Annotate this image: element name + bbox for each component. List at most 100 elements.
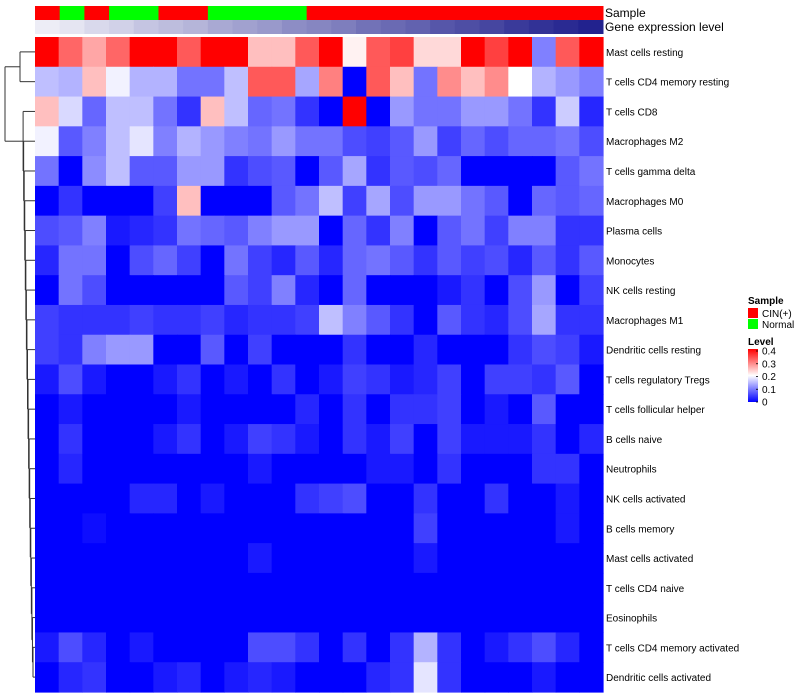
heatmap-cell <box>224 334 249 366</box>
heatmap-cell <box>58 543 83 574</box>
heatmap-cell <box>461 662 486 693</box>
level-tick-label: 0.2 <box>762 372 776 383</box>
heatmap-cell <box>295 96 320 127</box>
heatmap-cell <box>579 513 604 544</box>
level-tick-label: 0 <box>762 398 768 409</box>
heatmap-cell <box>342 662 367 693</box>
heatmap-cell <box>35 424 60 455</box>
heatmap-cell <box>295 453 320 485</box>
sample-annotation-cell <box>35 6 61 20</box>
heatmap-cell <box>35 483 60 514</box>
heatmap-cell <box>106 602 131 634</box>
heatmap-cell <box>579 215 604 247</box>
heatmap-cell <box>177 364 202 395</box>
heatmap-cell <box>129 334 154 366</box>
heatmap-cell <box>153 632 178 663</box>
heatmap-cell <box>508 185 533 217</box>
heatmap-cell <box>248 364 273 395</box>
heatmap-cell <box>248 424 273 455</box>
heatmap-cell <box>129 602 154 634</box>
heatmap-cell <box>224 572 249 604</box>
heatmap-cell <box>295 37 320 68</box>
heatmap-cell <box>555 334 580 366</box>
heatmap-cell <box>555 483 580 514</box>
heatmap-cell <box>82 245 107 276</box>
heatmap-cell <box>366 334 391 366</box>
heatmap-cell <box>555 245 580 276</box>
heatmap-cell <box>248 662 273 693</box>
heatmap-cell <box>271 334 296 366</box>
heatmap-cell <box>342 126 367 157</box>
heatmap-cell <box>437 66 462 98</box>
heatmap-cell <box>129 572 154 604</box>
heatmap-cell <box>200 543 225 574</box>
heatmap-cell <box>295 275 320 306</box>
heatmap-cell <box>484 66 509 98</box>
heatmap-cell <box>82 364 107 395</box>
heatmap-cell <box>555 215 580 247</box>
heatmap-cell <box>153 662 178 693</box>
heatmap-cell <box>532 275 557 306</box>
heatmap-cell <box>106 424 131 455</box>
heatmap-cell <box>129 275 154 306</box>
heatmap-cell <box>295 156 320 187</box>
heatmap-cell <box>295 483 320 514</box>
sample-annotation-cell <box>257 6 283 20</box>
heatmap-cell <box>177 37 202 68</box>
heatmap-cell <box>437 156 462 187</box>
heatmap-cell <box>319 96 344 127</box>
heatmap-cell <box>82 483 107 514</box>
expression-annotation-cell <box>553 20 579 34</box>
heatmap-cell <box>319 126 344 157</box>
sample-annotation-cell <box>356 6 382 20</box>
heatmap-cell <box>58 275 83 306</box>
heatmap-cell <box>177 662 202 693</box>
heatmap-cell <box>390 483 415 514</box>
heatmap-cell <box>413 215 438 247</box>
heatmap-cell <box>413 483 438 514</box>
heatmap-cell <box>366 215 391 247</box>
heatmap-cell <box>248 632 273 663</box>
heatmap-cell <box>129 96 154 127</box>
heatmap-cell <box>248 37 273 68</box>
heatmap-cell <box>82 215 107 247</box>
heatmap-cell <box>224 304 249 336</box>
heatmap-cell <box>508 602 533 634</box>
expression-annotation-cell <box>109 20 135 34</box>
expression-annotation-cell <box>356 20 382 34</box>
heatmap-cell <box>390 275 415 306</box>
heatmap-cell <box>248 602 273 634</box>
heatmap-cell <box>437 245 462 276</box>
heatmap-cell <box>484 632 509 663</box>
heatmap-cell <box>177 66 202 98</box>
heatmap-cell <box>366 126 391 157</box>
sample-annotation-cell <box>405 6 431 20</box>
heatmap-cell <box>461 602 486 634</box>
heatmap-cell <box>390 662 415 693</box>
heatmap-cell <box>295 364 320 395</box>
heatmap-cell <box>413 602 438 634</box>
row-label: Macrophages M2 <box>606 137 684 148</box>
row-label: Dendritic cells activated <box>606 673 711 684</box>
heatmap-cell <box>129 126 154 157</box>
heatmap-cell <box>248 304 273 336</box>
expression-annotation-cell <box>257 20 283 34</box>
heatmap-cell <box>153 483 178 514</box>
heatmap-cell <box>177 304 202 336</box>
heatmap-cell <box>555 572 580 604</box>
heatmap-cell <box>579 453 604 485</box>
heatmap-cell <box>579 394 604 425</box>
heatmap-cell <box>508 572 533 604</box>
heatmap-cell <box>177 245 202 276</box>
heatmap-cell <box>413 394 438 425</box>
heatmap-cell <box>177 424 202 455</box>
heatmap-cell <box>532 66 557 98</box>
heatmap-cell <box>271 364 296 395</box>
heatmap-cell <box>579 126 604 157</box>
heatmap-cell <box>295 394 320 425</box>
heatmap-cell <box>248 275 273 306</box>
heatmap-cell <box>58 453 83 485</box>
heatmap-cell <box>153 66 178 98</box>
heatmap-cell <box>532 572 557 604</box>
heatmap-cell <box>532 245 557 276</box>
